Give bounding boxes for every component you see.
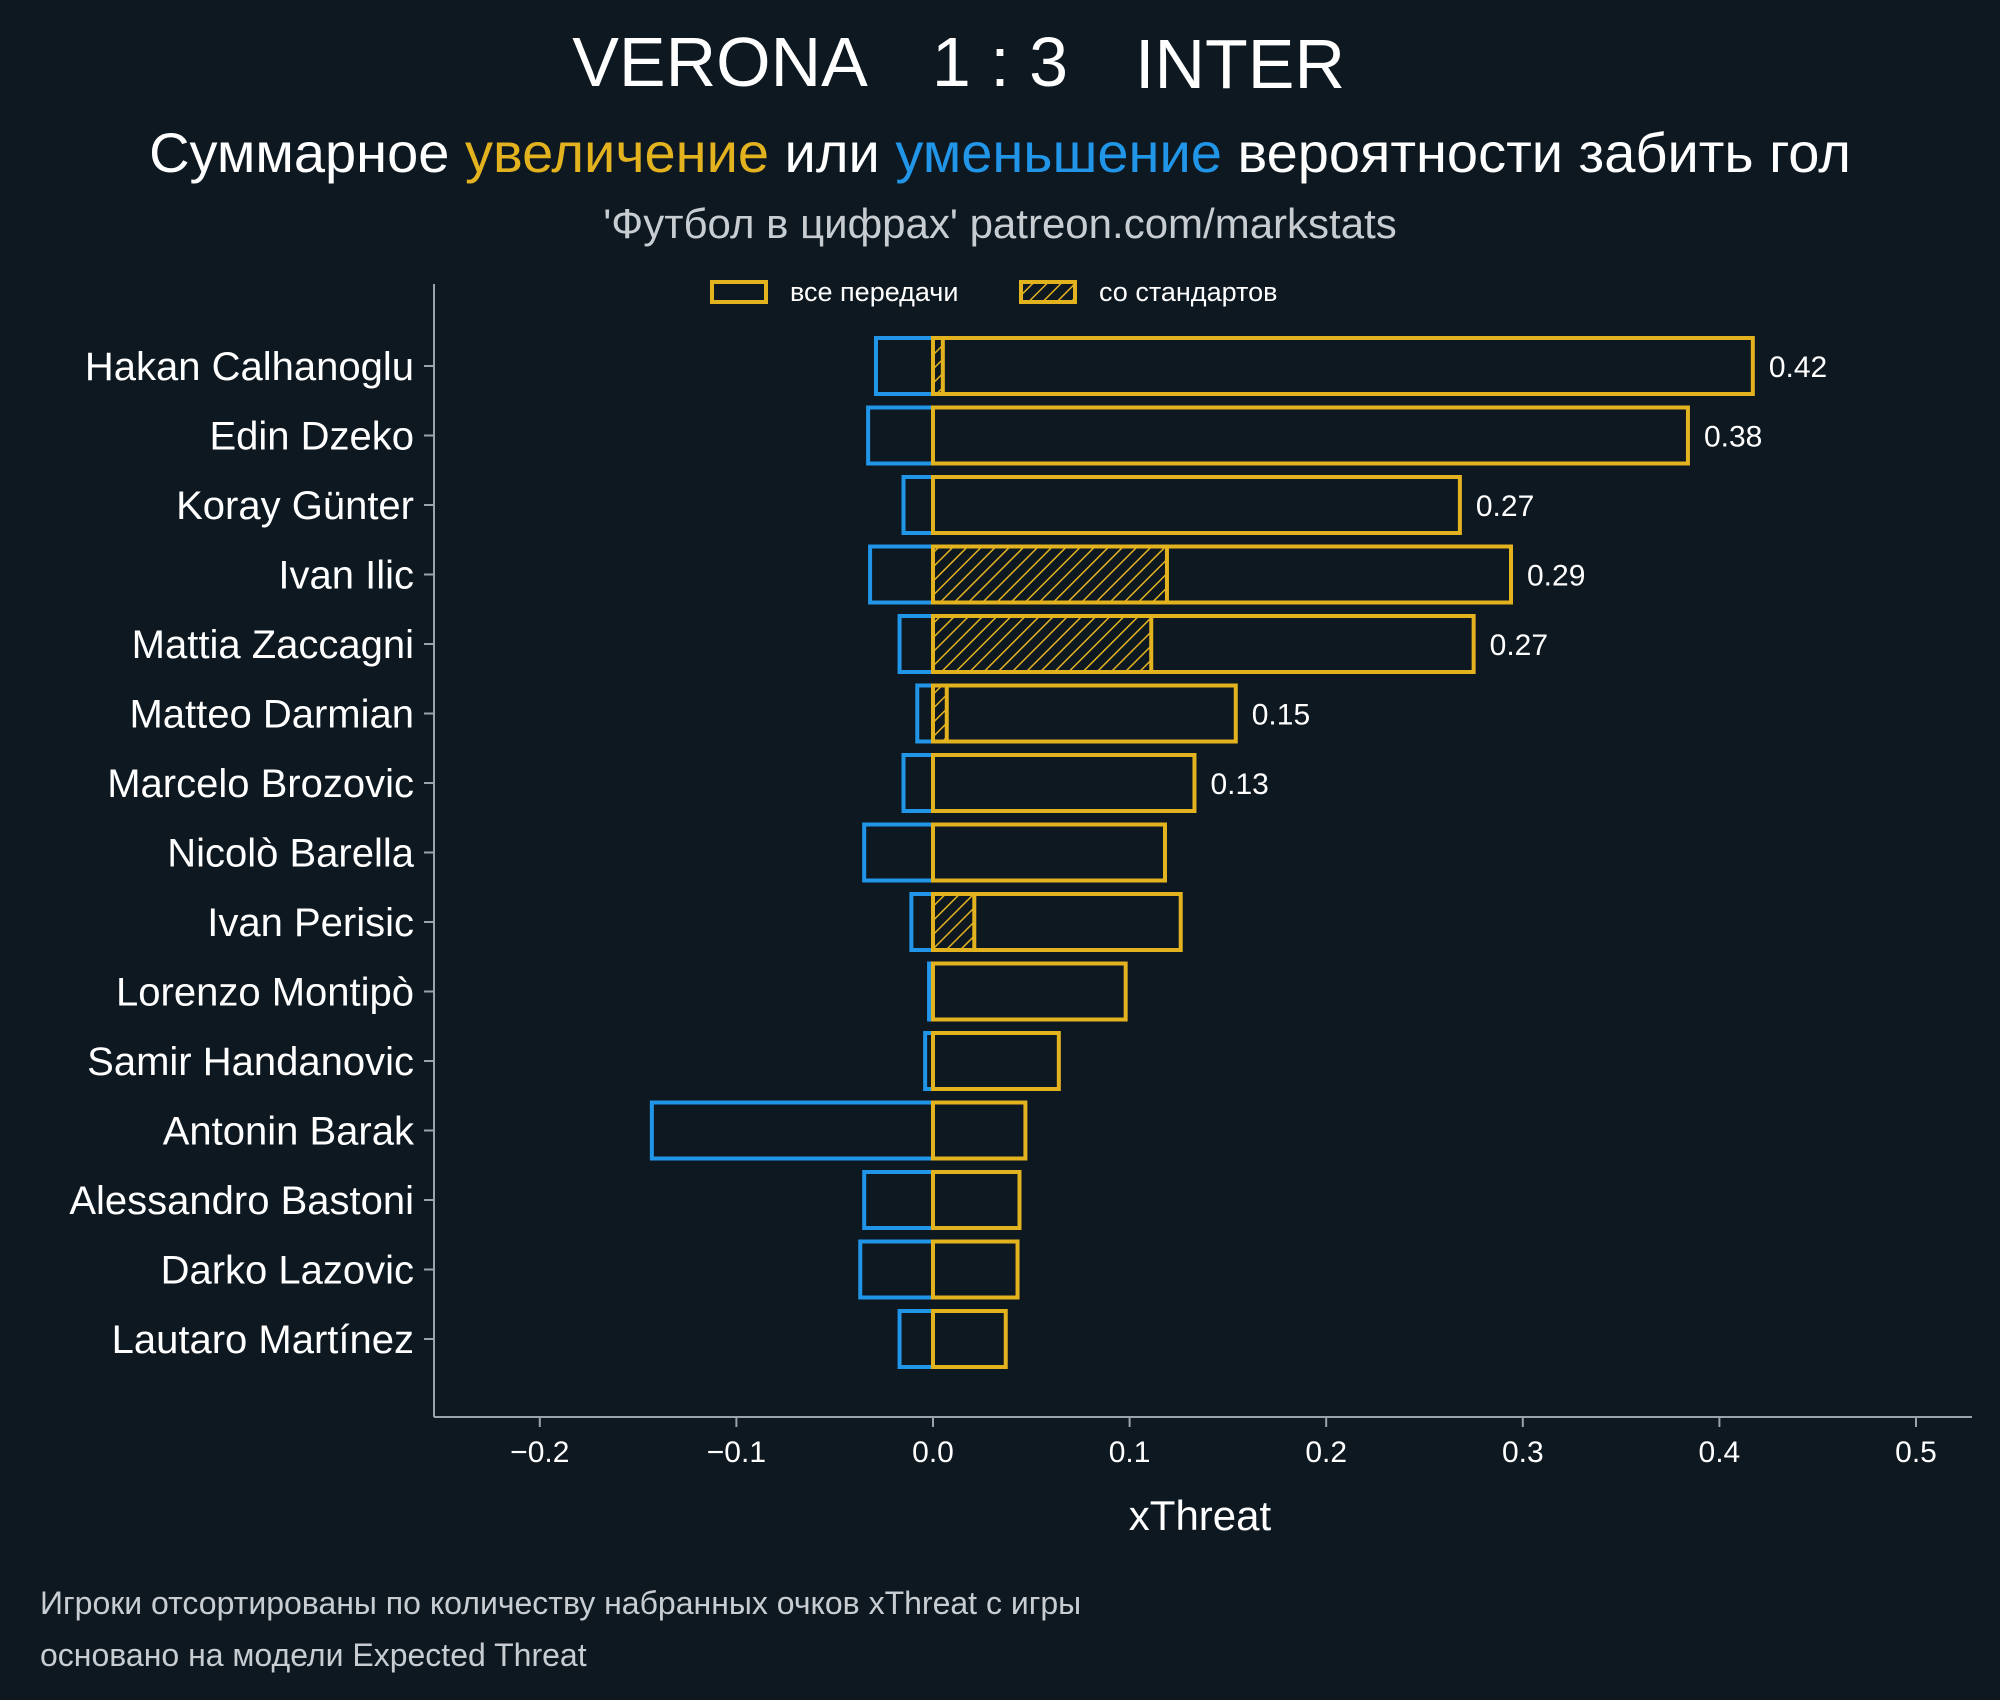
y-axis-labels: Hakan Calhanoglu Edin Dzeko Koray Günter Iv… xyxy=(69,345,434,1362)
value-label: 0.13 xyxy=(1210,768,1268,801)
bar-increase xyxy=(931,614,1476,674)
value-label: 0.27 xyxy=(1476,490,1534,523)
bar-decrease xyxy=(858,1239,935,1300)
bar-decrease xyxy=(915,683,935,744)
bar-decrease xyxy=(901,753,936,813)
x-tick-label: −0.2 xyxy=(510,1436,569,1469)
bar-setpieces xyxy=(931,544,1169,605)
x-tick-label: 0.0 xyxy=(912,1436,954,1469)
bar-setpieces xyxy=(931,683,949,744)
y-tick-label: Samir Handanovic xyxy=(87,1040,414,1084)
bar-decrease xyxy=(649,1100,935,1161)
y-tick-label: Hakan Calhanoglu xyxy=(85,345,414,389)
y-tick-label: Marcelo Brozovic xyxy=(107,762,414,806)
bar-decrease xyxy=(901,475,936,535)
score: 1 : 3 xyxy=(932,23,1068,101)
value-label: 0.42 xyxy=(1769,351,1827,384)
team-home: VERONA xyxy=(572,23,868,101)
value-label: 0.38 xyxy=(1704,421,1762,454)
footnote-line-2: основано на модели Expected Threat xyxy=(40,1637,587,1673)
x-tick-label: 0.1 xyxy=(1109,1436,1151,1469)
bar-increase xyxy=(931,336,1755,396)
bar-increase xyxy=(931,544,1514,605)
bar-decrease xyxy=(862,822,935,883)
legend-label-all: все передачи xyxy=(790,277,958,307)
value-label: 0.27 xyxy=(1490,629,1548,662)
bar-increase xyxy=(931,753,1197,813)
value-labels: 0.42 0.38 0.27 0.29 0.27 0.15 0.13 xyxy=(1210,351,1827,801)
bar-increase xyxy=(931,405,1690,466)
bar-increase xyxy=(931,475,1462,535)
y-tick-label: Matteo Darmian xyxy=(129,693,414,737)
bar-decrease xyxy=(866,405,936,466)
bar-increase xyxy=(931,1031,1061,1091)
bars-group xyxy=(649,336,1755,1369)
y-tick-label: Nicolò Barella xyxy=(167,832,415,876)
bar-increase xyxy=(931,683,1238,744)
bar-decrease xyxy=(897,1309,936,1369)
x-tick-label: 0.4 xyxy=(1699,1436,1741,1469)
source-credit: 'Футбол в цифрах' patreon.com/markstats xyxy=(603,200,1396,247)
bar-setpieces xyxy=(931,614,1154,674)
value-label: 0.29 xyxy=(1527,560,1585,593)
legend-swatch-all xyxy=(710,280,768,304)
y-tick-label: Ivan Perisic xyxy=(207,901,414,945)
y-tick-label: Koray Günter xyxy=(176,484,414,528)
legend-label-setpieces: со стандартов xyxy=(1099,277,1277,307)
x-tick-label: −0.1 xyxy=(707,1436,766,1469)
bar-decrease xyxy=(909,892,936,952)
bar-decrease xyxy=(873,336,936,396)
subtitle-part3: вероятности забить гол xyxy=(1222,121,1851,184)
x-tick-label: 0.2 xyxy=(1305,1436,1347,1469)
bar-increase xyxy=(931,1100,1028,1161)
y-tick-label: Ivan Ilic xyxy=(278,554,414,598)
subtitle: Суммарное увеличение или уменьшение веро… xyxy=(149,121,1851,184)
bar-increase xyxy=(931,892,1183,952)
x-tick-label: 0.3 xyxy=(1502,1436,1544,1469)
y-tick-label: Lautaro Martínez xyxy=(112,1318,414,1362)
bar-decrease xyxy=(897,614,936,674)
subtitle-part1: Суммарное xyxy=(149,121,465,184)
bar-setpieces xyxy=(931,892,977,952)
x-tick-label: 0.5 xyxy=(1895,1436,1937,1469)
y-tick-label: Antonin Barak xyxy=(163,1110,415,1154)
bar-increase xyxy=(931,1170,1022,1230)
bar-increase xyxy=(931,1309,1008,1369)
bar-increase xyxy=(931,1239,1020,1300)
team-away: INTER xyxy=(1135,25,1345,103)
legend-swatch-setpieces xyxy=(1019,280,1077,304)
x-axis-ticks: −0.2 −0.1 0.0 0.1 0.2 0.3 0.4 0.5 xyxy=(510,1417,1937,1469)
bar-decrease xyxy=(862,1170,935,1230)
subtitle-increase: увеличение xyxy=(465,121,769,184)
subtitle-part2: или xyxy=(769,121,895,184)
footnote-line-1: Игроки отсортированы по количеству набра… xyxy=(40,1585,1081,1621)
bar-increase xyxy=(931,822,1167,883)
y-tick-label: Lorenzo Montipò xyxy=(116,971,414,1015)
bar-decrease xyxy=(868,544,936,605)
y-tick-label: Darko Lazovic xyxy=(161,1249,414,1293)
bar-increase xyxy=(931,961,1128,1022)
x-axis-title: xThreat xyxy=(1129,1492,1272,1539)
y-tick-label: Alessandro Bastoni xyxy=(69,1179,414,1223)
legend: все передачи со стандартов xyxy=(710,277,1277,307)
subtitle-decrease: уменьшение xyxy=(895,121,1222,184)
y-tick-label: Edin Dzeko xyxy=(209,415,414,459)
value-label: 0.15 xyxy=(1252,699,1310,732)
y-tick-label: Mattia Zaccagni xyxy=(132,623,414,667)
